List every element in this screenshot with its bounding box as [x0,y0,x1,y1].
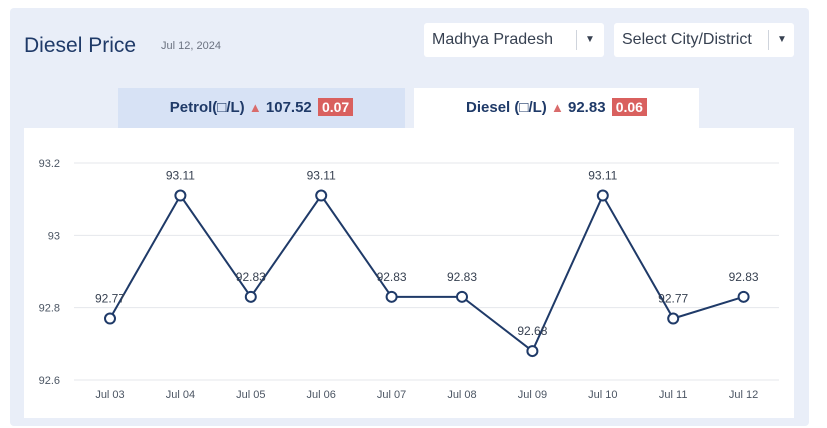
data-point [104,312,116,325]
data-point [315,189,328,202]
data-label: 92.83 [377,270,407,284]
page-title: Diesel Price [24,34,137,57]
tab-diesel-label: Diesel (□/L) [466,99,547,116]
data-label: 92.77 [658,292,688,306]
data-point [667,312,680,325]
y-tick-label: 93.2 [39,158,60,170]
series-line [109,193,744,353]
x-tick-label: Jul 10 [588,389,617,401]
y-tick-label: 92.8 [39,303,60,315]
triangle-up-icon: ▲ [248,100,262,115]
x-tick-label: Jul 04 [166,389,195,401]
x-tick-label: Jul 06 [307,389,336,401]
select-divider [576,30,577,50]
data-label: 93.11 [307,169,336,183]
data-point [737,290,750,303]
line-chart: 92.6 92.8 93 93.2 Jul 03 Jul 04 Jul 05 Jul 06 Ju… [39,158,779,401]
date-label: Jul 12, 2024 [161,40,221,52]
city-select-value: Select City/District [622,31,752,48]
x-tick-label: Jul 07 [377,389,406,401]
price-chart: 92.6 92.8 93 93.2 Jul 03 Jul 04 Jul 05 Jul 06 Ju… [24,128,794,418]
data-point [385,290,398,303]
tab-petrol-label: Petrol(□/L) [169,99,245,116]
x-tick-label: Jul 11 [659,389,688,401]
chevron-down-icon: ▼ [777,34,787,45]
data-label: 92.83 [236,270,266,284]
data-point [244,290,257,303]
x-tick-label: Jul 08 [447,389,476,401]
y-tick-label: 92.6 [39,375,60,387]
x-tick-label: Jul 09 [518,389,547,401]
data-label: 92.68 [517,324,547,338]
data-point [596,189,609,202]
diesel-change-badge: 0.06 [611,98,647,116]
data-point [526,345,539,358]
data-label: 93.11 [166,169,195,183]
chevron-down-icon: ▼ [585,34,595,45]
x-tick-label: Jul 05 [236,389,265,401]
tab-petrol[interactable]: Petrol(□/L) ▲ 107.52 0.07 [118,88,405,128]
x-tick-label: Jul 12 [729,389,758,401]
data-label: 93.11 [588,169,617,183]
tab-diesel-price: 92.83 [568,99,606,116]
data-label: 92.77 [95,292,125,306]
data-label: 92.83 [729,270,759,284]
state-select[interactable]: Madhya Pradesh ▼ [424,23,604,57]
city-select[interactable]: Select City/District ▼ [614,23,794,57]
y-tick-label: 93 [48,230,60,242]
data-point [174,189,187,202]
x-tick-label: Jul 03 [95,389,124,401]
petrol-change-badge: 0.07 [317,98,354,116]
data-point [456,290,468,303]
state-select-value: Madhya Pradesh [432,31,553,48]
select-divider [768,30,769,50]
tab-petrol-price: 107.52 [265,99,312,116]
data-label: 92.83 [447,270,477,284]
tab-diesel[interactable]: Diesel (□/L) ▲ 92.83 0.06 [414,88,699,128]
triangle-up-icon: ▲ [550,100,564,115]
